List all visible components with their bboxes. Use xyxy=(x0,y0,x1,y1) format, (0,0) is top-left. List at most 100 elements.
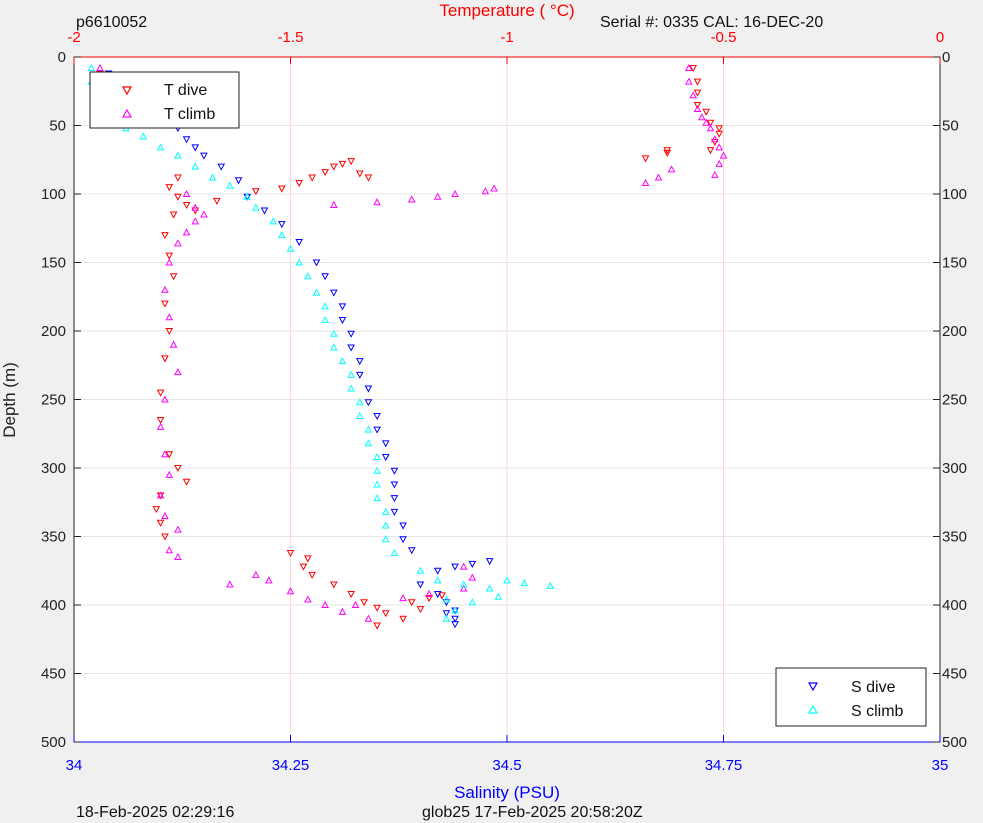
data-point xyxy=(715,159,724,167)
data-point xyxy=(433,567,442,575)
data-point xyxy=(174,525,182,533)
data-point xyxy=(260,207,269,215)
data-point xyxy=(485,558,494,566)
y-tick-label-left: 250 xyxy=(41,392,66,409)
legend-t-dive-marker xyxy=(121,86,133,96)
data-point xyxy=(303,272,312,280)
data-point xyxy=(321,600,329,608)
y-tick-label-right: 50 xyxy=(942,118,959,135)
data-point xyxy=(329,163,338,171)
data-point xyxy=(347,158,355,166)
data-point xyxy=(710,170,719,178)
data-point xyxy=(213,197,221,205)
data-point xyxy=(182,201,191,210)
data-point xyxy=(286,549,295,557)
data-point xyxy=(373,466,381,474)
data-point xyxy=(312,288,321,296)
y-tick-label-left: 200 xyxy=(41,323,66,340)
data-point xyxy=(698,113,706,121)
data-point xyxy=(338,317,347,325)
data-point xyxy=(503,576,511,584)
data-point xyxy=(161,355,169,363)
data-point xyxy=(182,228,191,236)
data-point xyxy=(689,64,698,73)
data-point xyxy=(693,89,702,97)
data-point xyxy=(390,508,399,516)
data-point xyxy=(329,329,338,337)
data-point xyxy=(351,600,360,608)
legend-t-dive-label: T dive xyxy=(164,82,207,99)
data-point xyxy=(706,147,715,155)
bottom-axis-label: Salinity (PSU) xyxy=(454,783,560,802)
data-point xyxy=(165,258,174,266)
data-point xyxy=(252,203,260,211)
data-point xyxy=(494,592,503,600)
data-point xyxy=(663,149,672,157)
profile-id: p6610052 xyxy=(76,14,147,31)
serial-cal-info: Serial #: 0335 CAL: 16-DEC-20 xyxy=(600,14,823,31)
data-point xyxy=(407,195,416,203)
data-point xyxy=(165,313,174,321)
data-point xyxy=(360,599,368,607)
y-tick-label-right: 150 xyxy=(942,255,967,272)
bottom-tick-label: 35 xyxy=(932,757,949,774)
data-point xyxy=(451,563,459,571)
data-point xyxy=(693,78,702,86)
top-tick-label: -1.5 xyxy=(278,29,304,46)
data-point xyxy=(390,481,399,489)
data-point xyxy=(442,610,451,618)
data-point xyxy=(169,273,178,281)
data-point xyxy=(174,193,182,201)
data-point xyxy=(165,470,174,478)
data-point xyxy=(702,118,711,126)
data-point xyxy=(208,173,217,181)
data-point xyxy=(355,411,364,419)
data-point xyxy=(174,553,182,561)
data-point xyxy=(169,211,178,219)
footer-mission-info: glob25 17-Feb-2025 20:58:20Z xyxy=(422,804,643,821)
data-point xyxy=(355,170,364,178)
data-point xyxy=(381,535,390,543)
data-point xyxy=(156,519,165,527)
y-tick-label-left: 400 xyxy=(41,597,66,614)
data-point xyxy=(381,610,390,618)
bottom-tick-label: 34.5 xyxy=(492,757,521,774)
data-point xyxy=(693,101,702,109)
y-axis-label: Depth (m) xyxy=(0,362,19,438)
data-point xyxy=(425,589,433,598)
data-point xyxy=(200,152,208,160)
data-point xyxy=(165,252,174,260)
data-point xyxy=(161,232,169,240)
data-point xyxy=(364,399,373,407)
y-tick-label-right: 350 xyxy=(942,529,967,546)
y-tick-label-right: 400 xyxy=(942,597,967,614)
top-tick-label: 0 xyxy=(936,29,944,46)
y-tick-label-right: 300 xyxy=(942,460,967,477)
data-point xyxy=(459,584,468,592)
data-point xyxy=(329,289,338,297)
legend-temperature-box xyxy=(89,71,240,129)
data-point xyxy=(399,594,407,602)
data-point xyxy=(468,560,477,568)
legend-t-climb-label: T climb xyxy=(164,106,215,123)
data-point xyxy=(321,169,329,177)
axis-ticks xyxy=(73,56,941,743)
data-point xyxy=(243,192,252,200)
data-point xyxy=(295,180,304,188)
data-point xyxy=(715,130,724,138)
legend-salinity: S dive S climb xyxy=(775,667,927,727)
data-point xyxy=(399,522,407,530)
data-point xyxy=(174,465,182,473)
data-point xyxy=(338,607,347,615)
top-tick-label: -2 xyxy=(67,29,80,46)
data-point xyxy=(234,177,243,185)
legend-temperature: T dive T climb xyxy=(89,71,240,129)
data-point xyxy=(321,302,329,310)
data-point xyxy=(169,340,178,348)
data-point xyxy=(252,188,260,196)
data-point xyxy=(373,198,381,206)
data-point xyxy=(161,450,169,458)
footer-timestamp: 18-Feb-2025 02:29:16 xyxy=(76,804,234,821)
data-point xyxy=(303,555,312,563)
